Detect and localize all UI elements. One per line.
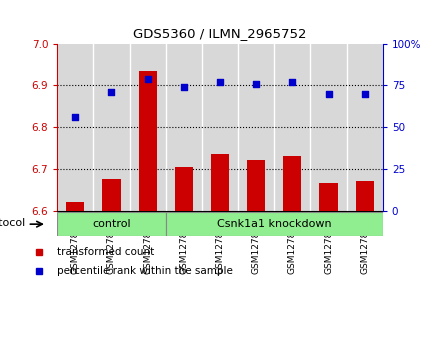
Bar [93,44,129,211]
Point [361,91,368,97]
Point [216,79,224,85]
Text: transformed count: transformed count [57,247,154,257]
Point [72,114,79,120]
Text: percentile rank within the sample: percentile rank within the sample [57,266,233,276]
Bar [247,160,265,211]
Title: GDS5360 / ILMN_2965752: GDS5360 / ILMN_2965752 [133,26,307,40]
Bar [166,44,202,211]
Bar [238,44,274,211]
Bar [274,44,311,211]
Bar [139,71,157,211]
Bar [66,202,84,211]
Point [253,81,260,86]
Point [180,84,187,90]
Text: control: control [92,219,131,229]
Bar [211,154,229,211]
Bar [166,212,383,236]
Bar [57,44,93,211]
Bar [57,212,166,236]
Bar [311,44,347,211]
Bar [103,179,121,211]
Point [325,91,332,97]
Bar [283,156,301,211]
Point [108,89,115,95]
Point [144,76,151,82]
Text: Csnk1a1 knockdown: Csnk1a1 knockdown [217,219,332,229]
Point [289,79,296,85]
Bar [347,44,383,211]
Bar [129,44,166,211]
Bar [319,183,337,211]
Text: protocol: protocol [0,218,26,228]
Bar [202,44,238,211]
Bar [356,181,374,211]
Bar [175,167,193,211]
